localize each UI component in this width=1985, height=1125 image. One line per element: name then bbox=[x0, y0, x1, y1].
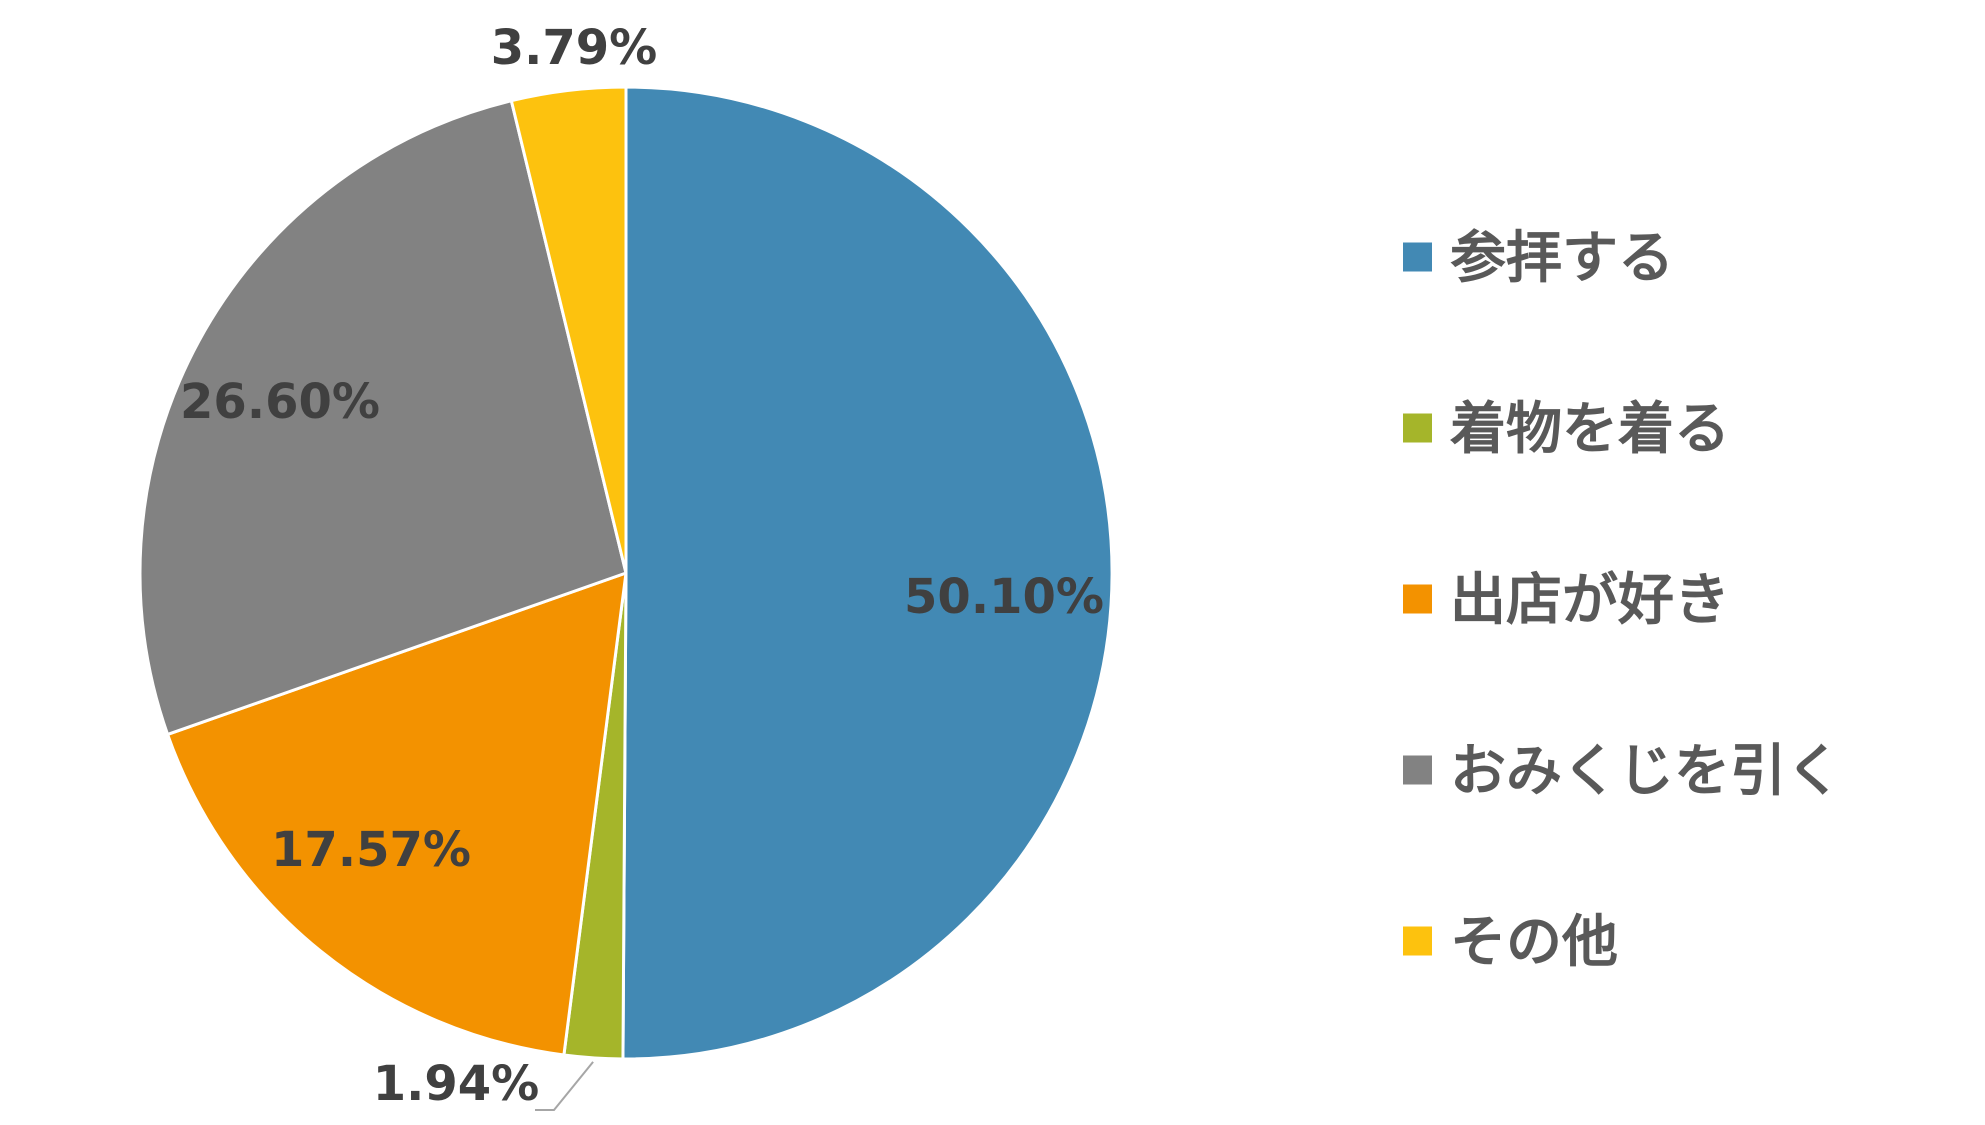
data-label: 1.94% bbox=[373, 1056, 540, 1112]
pie-slice bbox=[621, 85, 1114, 1061]
legend-label: 着物を着る bbox=[1450, 397, 1730, 462]
pie-slice bbox=[509, 85, 628, 575]
data-label: 17.57% bbox=[271, 822, 471, 878]
pie-slice bbox=[138, 99, 628, 736]
legend-swatch bbox=[1403, 584, 1432, 614]
legend-label: 出店が好き bbox=[1450, 568, 1730, 633]
legend-label: 参拝する bbox=[1450, 226, 1674, 291]
legend-label: おみくじを引く bbox=[1450, 739, 1842, 804]
legend-swatch bbox=[1403, 926, 1432, 956]
data-label: 50.10% bbox=[904, 569, 1104, 625]
data-labels: 50.10% 1.94% 17.57% 26.60% 3.79% bbox=[180, 20, 1104, 1112]
pie-slices bbox=[138, 85, 1114, 1061]
legend-swatch bbox=[1403, 413, 1432, 443]
legend-swatch bbox=[1403, 242, 1432, 272]
data-label: 3.79% bbox=[491, 20, 658, 76]
legend-label: その他 bbox=[1450, 910, 1618, 975]
leader-line bbox=[535, 1061, 594, 1111]
data-label: 26.60% bbox=[180, 374, 380, 430]
pie-slice bbox=[166, 571, 628, 1057]
leader-lines bbox=[535, 1061, 594, 1111]
legend-swatch bbox=[1403, 755, 1432, 785]
